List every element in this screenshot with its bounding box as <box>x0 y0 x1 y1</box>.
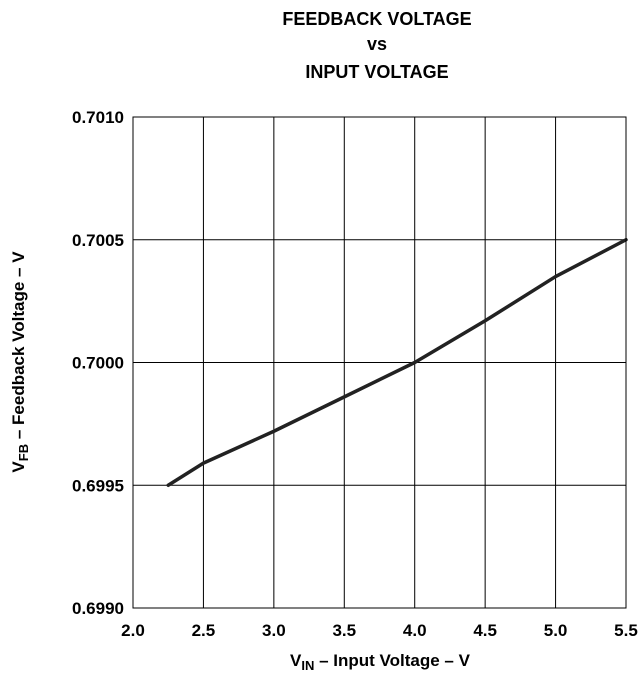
series-layer <box>166 238 628 487</box>
x-tick-labels: 2.0 2.5 3.0 3.5 4.0 4.5 5.0 5.5 <box>121 621 638 640</box>
x-tick-label: 4.0 <box>403 621 427 640</box>
title-line-1: FEEDBACK VOLTAGE <box>282 9 471 29</box>
y-tick-label: 0.6995 <box>72 476 124 495</box>
y-axis-label-rest: – Feedback Voltage – V <box>9 251 28 444</box>
y-tick-label: 0.7010 <box>72 108 124 127</box>
x-axis-label-sub: IN <box>301 658 314 673</box>
y-axis-label-sub: FB <box>16 444 31 461</box>
y-tick-labels: 0.6990 0.6995 0.7000 0.7005 0.7010 <box>72 108 124 618</box>
x-axis-label-rest: – Input Voltage – V <box>314 651 470 670</box>
y-axis-label-main: V <box>9 461 28 473</box>
y-axis-label: VFB – Feedback Voltage – V <box>9 251 31 473</box>
grid <box>132 116 627 609</box>
x-tick-label: 5.0 <box>544 621 568 640</box>
y-tick-label: 0.7005 <box>72 231 124 250</box>
x-tick-label: 3.5 <box>332 621 356 640</box>
series-line-0 <box>166 238 628 487</box>
y-tick-label: 0.7000 <box>72 354 124 373</box>
x-axis-label: VIN – Input Voltage – V <box>290 651 471 673</box>
x-tick-label: 2.0 <box>121 621 145 640</box>
x-axis-label-main: V <box>290 651 302 670</box>
plot-frame <box>132 116 627 609</box>
x-tick-label: 3.0 <box>262 621 286 640</box>
y-tick-label: 0.6990 <box>72 599 124 618</box>
x-tick-label: 5.5 <box>614 621 638 640</box>
chart-title: FEEDBACK VOLTAGE vs INPUT VOLTAGE <box>282 9 471 82</box>
title-line-2: vs <box>367 34 387 54</box>
title-line-3: INPUT VOLTAGE <box>305 62 448 82</box>
x-tick-label: 2.5 <box>192 621 216 640</box>
x-tick-label: 4.5 <box>473 621 497 640</box>
